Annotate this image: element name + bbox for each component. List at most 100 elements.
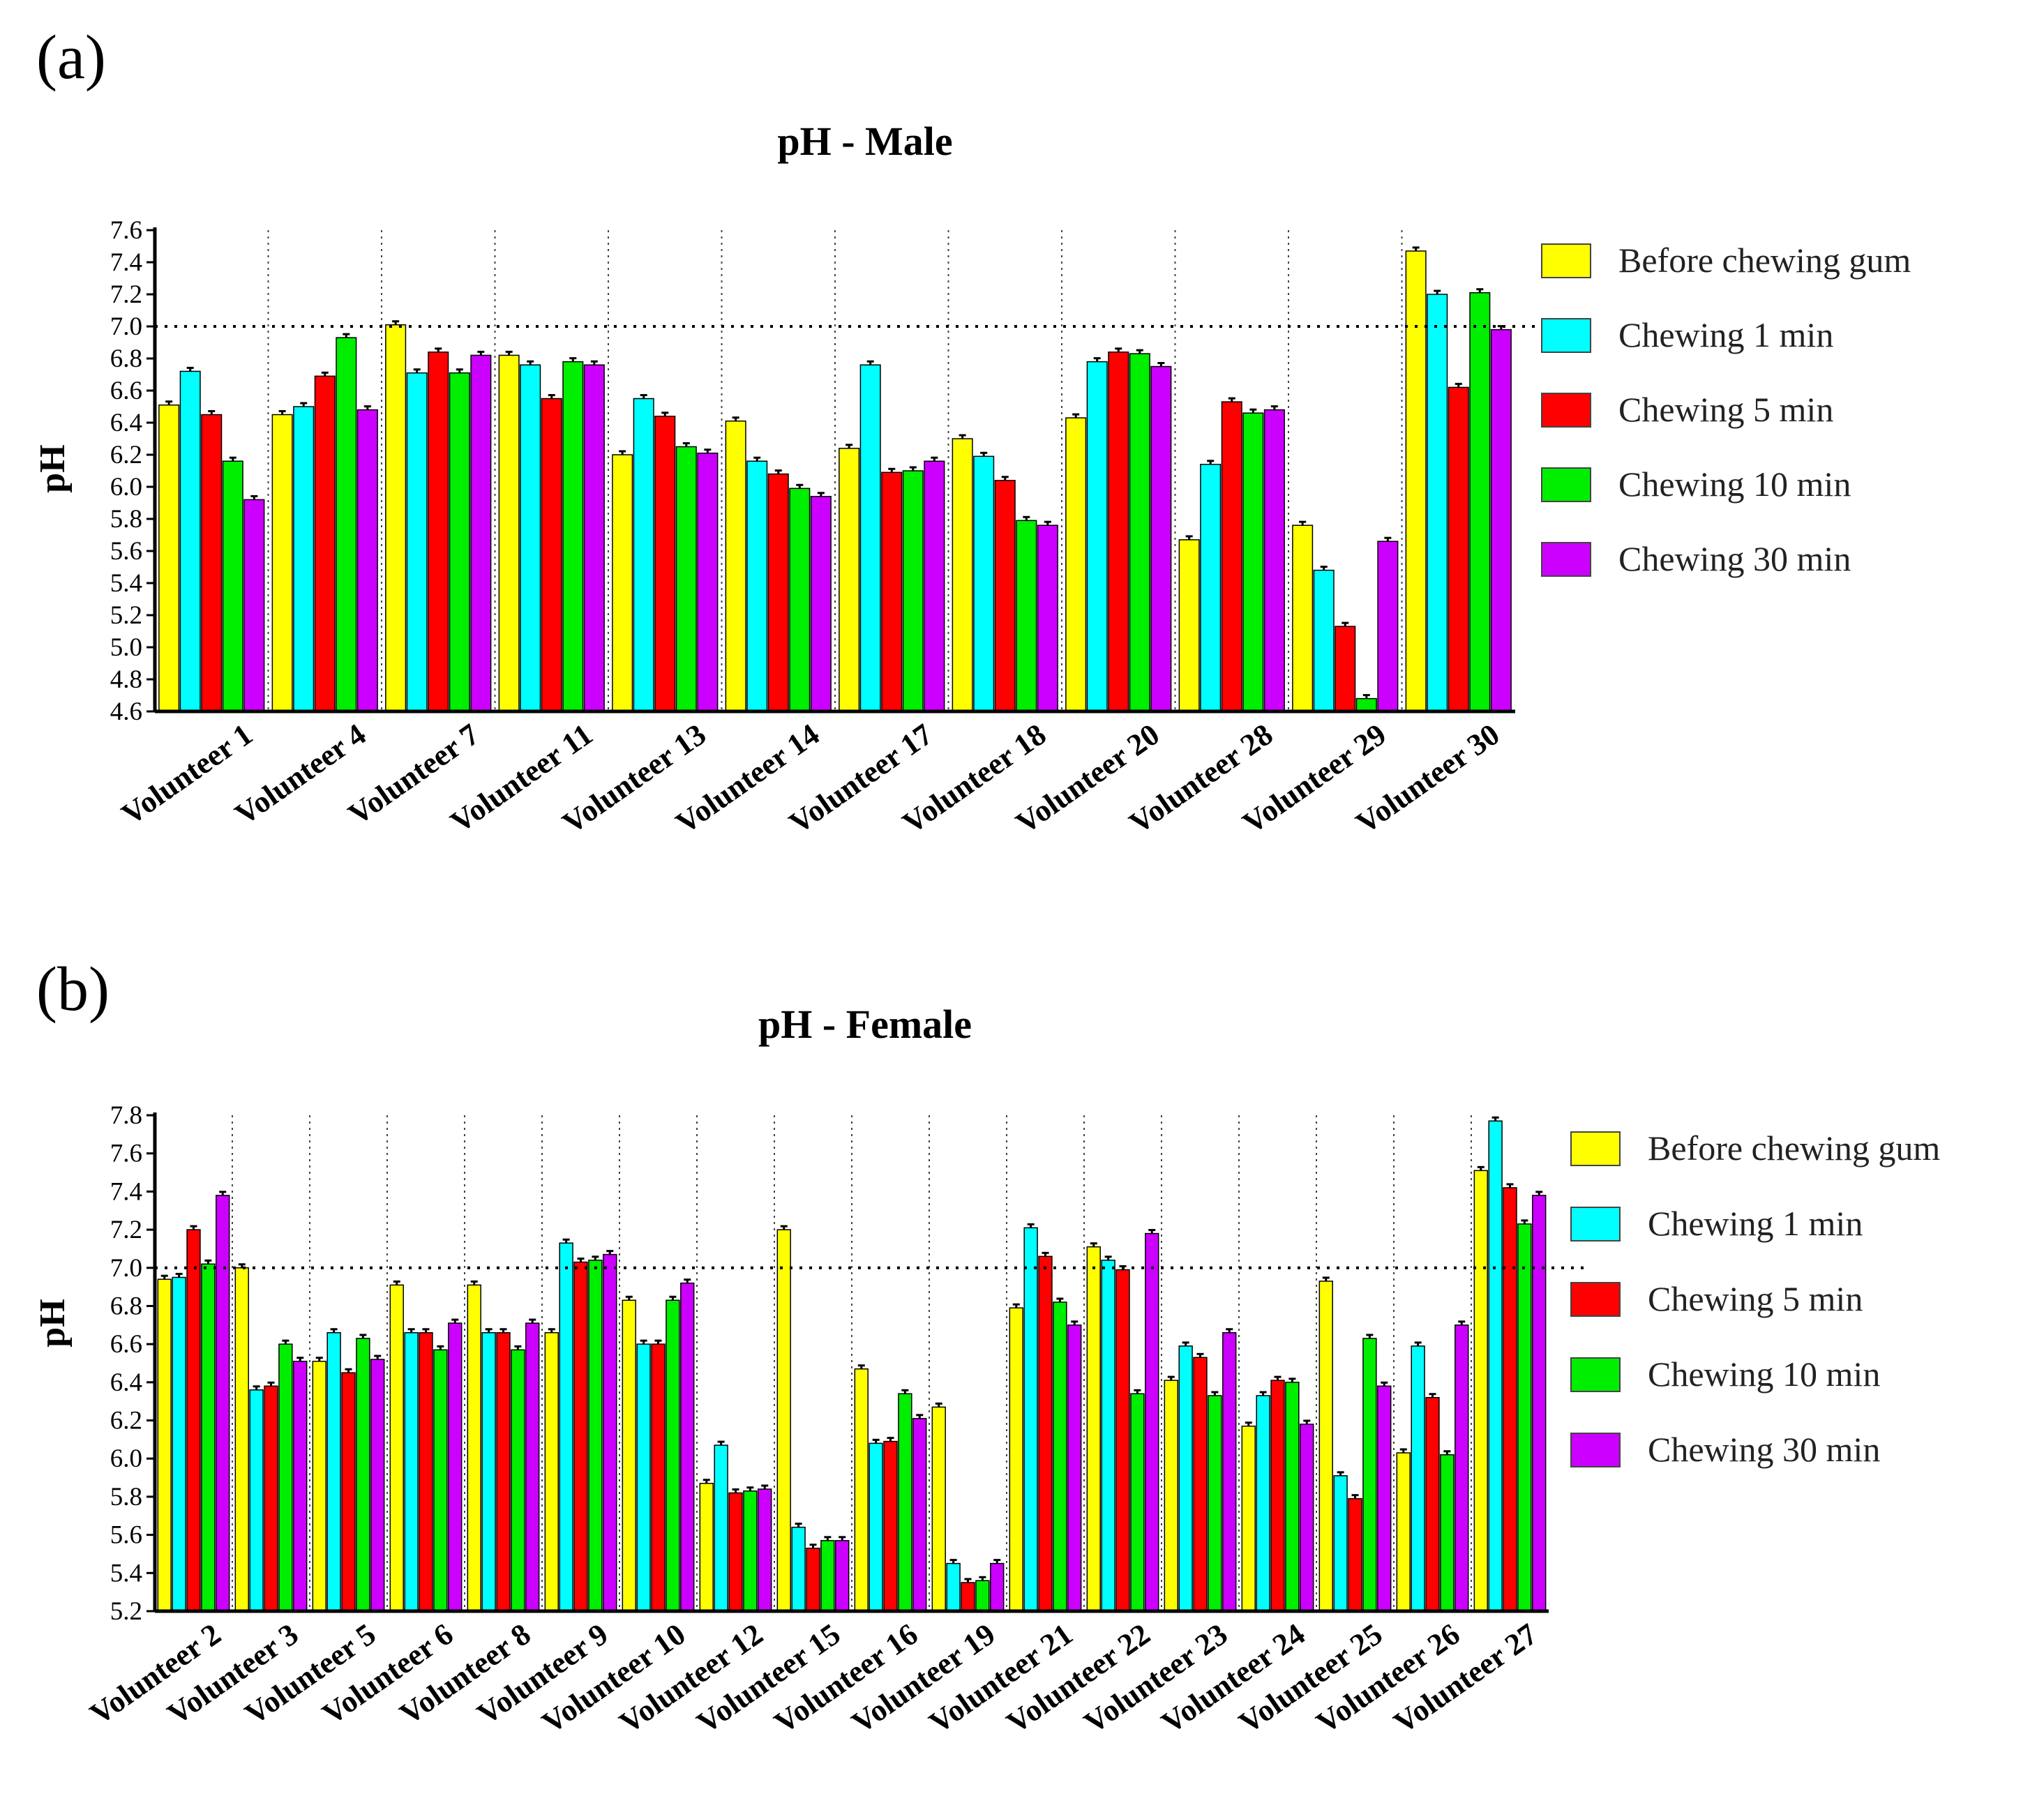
y-tick-label: 7.6 <box>110 1140 142 1168</box>
bar-volunteer-21-chewing-10-min <box>1053 1301 1067 1612</box>
legend-label-chewing-10-min: Chewing 10 min <box>1648 1354 1880 1394</box>
bar-volunteer-11-chewing-5-min <box>541 398 562 712</box>
bar-volunteer-10-before-chewing-gum <box>622 1299 636 1612</box>
bar-volunteer-6-chewing-1-min <box>404 1331 419 1612</box>
bars-female <box>157 1116 1547 1612</box>
bar-volunteer-15-chewing-1-min <box>791 1526 806 1612</box>
bar-volunteer-9-chewing-30-min <box>603 1253 617 1612</box>
y-tick-label: 5.4 <box>110 569 142 598</box>
bar-volunteer-12-chewing-1-min <box>714 1444 728 1612</box>
bar-volunteer-7-chewing-30-min <box>470 354 492 712</box>
bar-volunteer-18-chewing-5-min <box>994 480 1016 712</box>
bar-volunteer-15-chewing-30-min <box>835 1540 850 1612</box>
bar-volunteer-2-chewing-30-min <box>216 1195 230 1612</box>
bar-volunteer-3-chewing-30-min <box>293 1361 308 1612</box>
bar-volunteer-15-chewing-10-min <box>820 1540 835 1612</box>
bar-volunteer-29-chewing-5-min <box>1335 626 1356 712</box>
bar-volunteer-23-chewing-1-min <box>1178 1345 1193 1612</box>
bar-volunteer-12-chewing-30-min <box>758 1488 772 1612</box>
bar-volunteer-13-chewing-5-min <box>654 416 676 712</box>
bar-volunteer-14-chewing-5-min <box>767 473 789 712</box>
bar-volunteer-26-chewing-1-min <box>1411 1345 1425 1612</box>
bar-volunteer-2-chewing-5-min <box>186 1229 201 1612</box>
bar-volunteer-23-before-chewing-gum <box>1164 1380 1178 1612</box>
bars-male <box>158 246 1512 712</box>
chart-title-male: pH - Male <box>777 119 952 164</box>
bar-volunteer-25-chewing-1-min <box>1333 1475 1348 1612</box>
bar-volunteer-24-chewing-5-min <box>1270 1380 1285 1612</box>
bar-volunteer-24-chewing-10-min <box>1285 1382 1300 1612</box>
bar-volunteer-20-chewing-1-min <box>1086 361 1108 712</box>
bar-volunteer-12-chewing-5-min <box>728 1492 743 1612</box>
y-tick-label: 5.6 <box>110 537 142 566</box>
legend-swatch-chewing-1-min <box>1541 318 1591 353</box>
bar-volunteer-6-chewing-5-min <box>419 1331 433 1612</box>
y-tick-label: 6.4 <box>110 409 142 437</box>
y-axis-label-male: pH <box>33 444 73 492</box>
bar-volunteer-4-chewing-5-min <box>314 375 336 712</box>
y-tick-label: 5.8 <box>110 1483 142 1511</box>
bar-volunteer-1-chewing-10-min <box>222 460 243 712</box>
bar-volunteer-16-before-chewing-gum <box>854 1368 869 1612</box>
bar-volunteer-14-before-chewing-gum <box>725 420 746 712</box>
bar-volunteer-7-chewing-1-min <box>406 372 428 712</box>
y-tick-label: 6.6 <box>110 377 142 405</box>
y-tick-label: 5.2 <box>110 1597 142 1626</box>
legend-swatch-chewing-10-min <box>1541 467 1591 502</box>
y-tick-label: 7.4 <box>110 1177 142 1206</box>
bar-volunteer-22-chewing-5-min <box>1115 1269 1130 1612</box>
bar-volunteer-5-chewing-1-min <box>326 1331 341 1612</box>
bar-volunteer-11-chewing-1-min <box>520 364 541 712</box>
legend-female: Before chewing gum Chewing 1 min Chewing 5… <box>1570 1129 1940 1469</box>
bar-volunteer-2-before-chewing-gum <box>157 1278 172 1612</box>
bar-volunteer-9-before-chewing-gum <box>544 1331 559 1612</box>
bar-volunteer-22-chewing-30-min <box>1145 1232 1159 1612</box>
bar-volunteer-1-chewing-5-min <box>201 414 223 712</box>
bar-volunteer-27-before-chewing-gum <box>1473 1170 1488 1612</box>
bar-volunteer-27-chewing-30-min <box>1532 1195 1547 1612</box>
bar-volunteer-4-chewing-30-min <box>356 409 378 712</box>
bar-volunteer-9-chewing-5-min <box>573 1261 588 1612</box>
bar-volunteer-17-chewing-30-min <box>924 460 945 712</box>
bar-volunteer-8-chewing-1-min <box>481 1331 496 1612</box>
bar-volunteer-19-chewing-30-min <box>990 1562 1005 1612</box>
bar-volunteer-30-chewing-30-min <box>1490 329 1512 712</box>
bar-volunteer-25-chewing-10-min <box>1362 1338 1377 1612</box>
bar-volunteer-30-before-chewing-gum <box>1405 250 1427 712</box>
legend-swatch-chewing-5-min <box>1570 1282 1621 1317</box>
bar-volunteer-10-chewing-1-min <box>636 1343 651 1612</box>
y-tick-label: 6.0 <box>110 1444 142 1473</box>
y-tick-label: 6.8 <box>110 1292 142 1320</box>
bar-volunteer-16-chewing-1-min <box>869 1442 883 1612</box>
legend-label-chewing-1-min: Chewing 1 min <box>1648 1204 1863 1243</box>
bar-volunteer-3-before-chewing-gum <box>234 1267 249 1612</box>
bar-volunteer-7-chewing-10-min <box>449 372 470 712</box>
y-tick-label: 5.0 <box>110 633 142 662</box>
separators-female <box>232 1115 1472 1611</box>
bar-volunteer-25-chewing-5-min <box>1348 1497 1362 1612</box>
bar-volunteer-28-chewing-30-min <box>1263 409 1285 712</box>
y-tick-label: 7.2 <box>110 280 142 309</box>
bar-volunteer-28-chewing-5-min <box>1221 401 1242 712</box>
bar-volunteer-24-chewing-1-min <box>1256 1395 1270 1612</box>
bar-volunteer-21-chewing-1-min <box>1023 1227 1038 1612</box>
bar-volunteer-2-chewing-1-min <box>172 1276 186 1612</box>
bar-volunteer-9-chewing-10-min <box>588 1260 603 1612</box>
bar-volunteer-17-chewing-10-min <box>902 470 924 712</box>
y-tick-label: 5.2 <box>110 601 142 630</box>
bar-volunteer-24-chewing-30-min <box>1300 1424 1314 1612</box>
legend-label-chewing-5-min: Chewing 5 min <box>1648 1279 1863 1318</box>
bar-volunteer-12-before-chewing-gum <box>699 1483 714 1612</box>
bar-volunteer-16-chewing-5-min <box>883 1440 898 1612</box>
bar-volunteer-1-chewing-1-min <box>179 370 201 712</box>
bar-volunteer-22-before-chewing-gum <box>1086 1246 1101 1612</box>
y-tick-label: 7.0 <box>110 1254 142 1283</box>
bar-volunteer-3-chewing-5-min <box>264 1385 278 1612</box>
panel-label-a: (a) <box>36 23 106 92</box>
bar-volunteer-13-chewing-1-min <box>633 398 654 712</box>
bar-volunteer-5-chewing-10-min <box>356 1338 370 1612</box>
legend-swatch-chewing-30-min <box>1570 1433 1621 1467</box>
legend-swatch-chewing-5-min <box>1541 393 1591 428</box>
